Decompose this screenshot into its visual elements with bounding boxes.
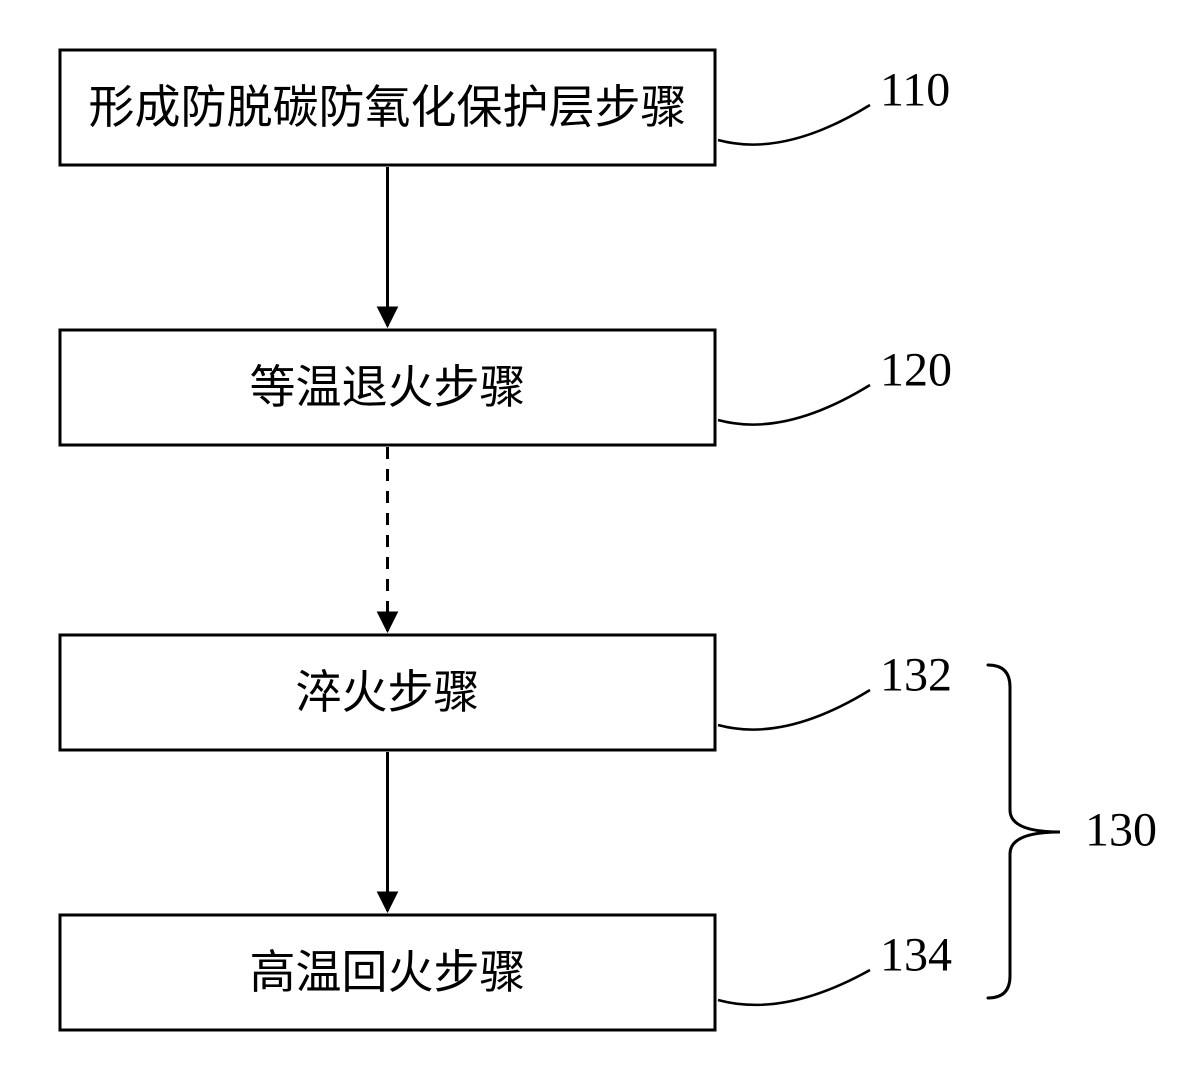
group-brace-label: 130 xyxy=(1085,804,1157,857)
node-n2-label: 等温退火步骤 xyxy=(250,362,526,413)
annotation-134: 134 xyxy=(880,929,952,982)
flowchart-canvas: 形成防脱碳防氧化保护层步骤等温退火步骤淬火步骤高温回火步骤 110 120 132 13… xyxy=(0,0,1189,1092)
leader-134 xyxy=(718,970,870,1005)
annotation-110: 110 xyxy=(880,64,950,117)
group-brace xyxy=(988,665,1060,998)
annotation-120: 120 xyxy=(880,344,952,397)
leader-110 xyxy=(718,105,870,145)
node-n1: 形成防脱碳防氧化保护层步骤 xyxy=(60,50,715,165)
node-n3: 淬火步骤 xyxy=(60,635,715,750)
node-n1-label: 形成防脱碳防氧化保护层步骤 xyxy=(89,82,687,133)
node-n2: 等温退火步骤 xyxy=(60,330,715,445)
node-n3-label: 淬火步骤 xyxy=(296,667,480,718)
leader-120 xyxy=(718,385,870,425)
annotation-132: 132 xyxy=(880,649,952,702)
node-n4: 高温回火步骤 xyxy=(60,915,715,1030)
leader-132 xyxy=(718,690,870,730)
node-n4-label: 高温回火步骤 xyxy=(250,947,526,998)
